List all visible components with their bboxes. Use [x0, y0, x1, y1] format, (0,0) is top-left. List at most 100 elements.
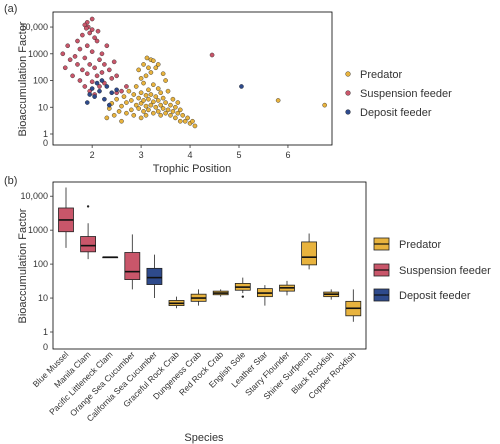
box-leather-star [256, 285, 273, 306]
scatter-point-predator [155, 62, 161, 67]
scatter-point-predator [138, 115, 144, 121]
scatter-point-predator [163, 78, 168, 83]
scatter-legend-label-deposit-feeder: Deposit feeder [360, 107, 432, 119]
scatter-point-predator [136, 95, 141, 101]
scatter-point-predator [192, 123, 198, 129]
scatter-point-predator [155, 109, 161, 114]
scatter-point-predator [153, 104, 159, 110]
scatter-point-suspension-feeder [119, 88, 124, 94]
scatter-point-suspension-feeder [83, 25, 89, 31]
scatter-point-suspension-feeder [104, 43, 110, 49]
scatter-point-predator [133, 84, 139, 89]
scatter-point-predator [148, 92, 154, 97]
box-y-axis-label: Bioaccumulation Factor [17, 208, 29, 323]
scatter-point-predator [133, 102, 139, 108]
box-body [80, 236, 96, 253]
scatter-point-predator [165, 107, 171, 113]
box-graceful-rock-crab [168, 296, 185, 309]
scatter-point-predator [180, 113, 186, 118]
scatter-point-predator [129, 98, 134, 103]
box-starry-flounder [279, 280, 295, 296]
scatter-point-suspension-feeder [75, 38, 80, 44]
scatter-point-predator [138, 76, 144, 81]
scatter-point-predator [151, 110, 156, 116]
scatter-point-predator [173, 115, 178, 121]
scatter-point-predator [144, 55, 150, 61]
scatter-point-predator [141, 62, 146, 67]
box-body [301, 241, 318, 266]
scatter-point-suspension-feeder [111, 59, 117, 65]
scatter-point-predator [275, 98, 281, 103]
box-legend: Predator Suspension feeder Deposit feeder [373, 237, 491, 302]
scatter-point-predator [146, 107, 151, 113]
scatter-point-suspension-feeder [70, 73, 75, 79]
scatter-point-suspension-feeder [99, 70, 105, 75]
scatter-point-predator [322, 102, 327, 108]
scatter-legend-marker-predator [345, 71, 351, 77]
scatter-point-suspension-feeder [87, 30, 93, 36]
scatter-point-predator [170, 96, 176, 102]
scatter-point-predator [158, 113, 163, 118]
scatter-y-tick-label: 1 [43, 129, 48, 139]
box-pacific-littleneck-clam [102, 256, 119, 259]
scatter-y-ticks: 1 10 100 1000 10,000 0 [20, 22, 53, 148]
scatter-point-predator [170, 109, 176, 114]
scatter-point-suspension-feeder [106, 67, 112, 73]
box-y-zero-label: 0 [43, 342, 48, 352]
box-y-tick-label: 10,000 [20, 191, 48, 201]
scatter-y-tick-label: 10 [38, 102, 48, 112]
scatter-point-predator [185, 115, 190, 121]
scatter-point-deposit-feeder [92, 94, 97, 99]
scatter-point-suspension-feeder [77, 46, 83, 52]
box-body [124, 252, 141, 280]
box-x-axis-label: Species [184, 432, 224, 444]
scatter-point-predator [173, 104, 178, 110]
scatter-point-predator [131, 113, 137, 118]
scatter-point-predator [168, 102, 173, 108]
scatter-point-predator [155, 86, 161, 91]
scatter-point-suspension-feeder [92, 35, 97, 40]
scatter-point-suspension-feeder [94, 38, 100, 44]
box-manila-clam [80, 205, 96, 260]
box-legend-label-deposit-feeder: Deposit feeder [399, 290, 471, 302]
scatter-point-suspension-feeder [87, 62, 93, 67]
scatter-point-suspension-feeder [94, 73, 100, 79]
scatter-point-predator [131, 92, 137, 97]
box-panel: (b) Bioaccumulation Factor Species 1 10 10… [4, 175, 491, 444]
scatter-point-suspension-feeder [109, 76, 115, 81]
scatter-x-axis-label: Trophic Position [153, 163, 231, 175]
scatter-point-suspension-feeder [82, 55, 88, 61]
scatter-x-tick-label: 3 [139, 150, 144, 160]
scatter-point-predator [119, 118, 124, 124]
box-red-rock-crab [212, 289, 229, 297]
scatter-point-deposit-feeder [97, 88, 102, 94]
box-orange-sea-cucumber [124, 234, 141, 290]
scatter-x-tick-label: 2 [90, 150, 95, 160]
scatter-point-predator [111, 113, 117, 118]
scatter-point-predator [177, 118, 183, 124]
scatter-point-predator [163, 110, 168, 116]
scatter-point-deposit-feeder [109, 90, 115, 96]
scatter-point-suspension-feeder [209, 52, 215, 58]
scatter-point-predator [143, 93, 149, 98]
box-california-sea-cucumber [146, 254, 163, 299]
scatter-point-deposit-feeder [114, 87, 119, 93]
scatter-point-suspension-feeder [84, 71, 90, 76]
scatter-point-predator [146, 65, 151, 71]
scatter-point-deposit-feeder [89, 86, 95, 91]
scatter-point-deposit-feeder [94, 80, 100, 86]
scatter-point-predator [138, 101, 144, 106]
scatter-point-suspension-feeder [97, 84, 102, 89]
scatter-point-suspension-feeder [84, 43, 90, 49]
scatter-point-predator [136, 67, 141, 73]
scatter-point-deposit-feeder [102, 96, 107, 102]
scatter-point-predator [121, 94, 127, 99]
scatter-point-suspension-feeder [89, 27, 95, 32]
scatter-point-suspension-feeder [80, 32, 85, 38]
scatter-point-predator [153, 65, 159, 71]
panel-b-label: (b) [4, 175, 17, 187]
scatter-point-suspension-feeder [67, 57, 73, 63]
scatter-point-suspension-feeder [95, 28, 101, 34]
scatter-plot-frame [52, 11, 333, 146]
scatter-point-suspension-feeder [102, 62, 107, 67]
